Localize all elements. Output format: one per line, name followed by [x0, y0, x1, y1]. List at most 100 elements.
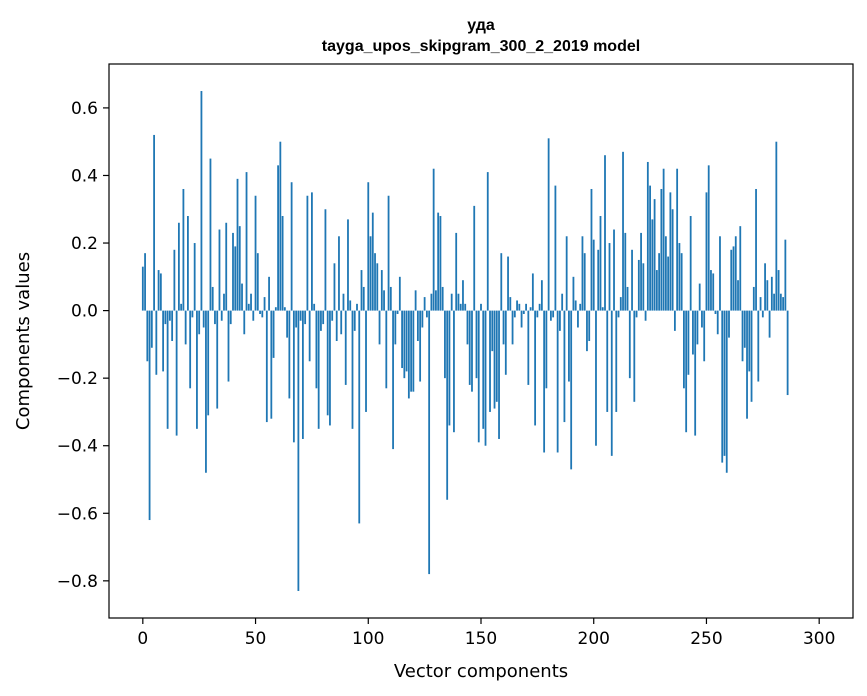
bar-component-52 [259, 310, 261, 314]
bar-component-222 [642, 263, 645, 311]
bar-component-213 [622, 151, 624, 311]
bar-component-229 [658, 253, 661, 311]
bar-component-62 [281, 216, 284, 311]
bar-component-57 [270, 310, 273, 419]
bar-component-63 [283, 307, 286, 311]
bar-component-42 [236, 178, 239, 311]
bar-component-149 [477, 310, 480, 443]
bar-component-11 [166, 310, 169, 429]
bar-component-175 [536, 310, 539, 318]
bar-component-6 [155, 310, 158, 375]
bar-component-242 [687, 310, 690, 375]
x-tick-label: 100 [352, 629, 384, 649]
bar-component-80 [322, 310, 325, 325]
bar-component-39 [229, 310, 232, 325]
bar-component-54 [263, 297, 266, 311]
bar-series [141, 91, 789, 591]
bar-component-2 [146, 310, 149, 362]
bar-component-248 [701, 310, 703, 328]
bar-component-194 [579, 303, 582, 311]
bar-component-19 [184, 310, 187, 345]
bar-component-261 [730, 249, 733, 311]
bar-component-163 [509, 297, 512, 311]
bar-component-58 [272, 310, 275, 358]
bar-component-189 [568, 310, 570, 382]
bar-component-128 [430, 293, 433, 311]
bar-component-216 [628, 310, 631, 379]
bar-component-269 [748, 310, 751, 372]
bar-component-219 [635, 310, 638, 318]
bar-component-224 [646, 161, 649, 311]
bar-component-5 [153, 134, 155, 311]
bar-component-25 [198, 310, 201, 335]
bar-component-104 [376, 263, 379, 311]
bar-component-234 [669, 192, 672, 311]
bar-component-228 [655, 270, 658, 311]
bar-component-53 [261, 310, 264, 318]
bar-component-50 [254, 195, 257, 311]
bar-component-98 [362, 286, 365, 311]
bar-component-14 [173, 249, 176, 311]
y-tick-label: −0.2 [57, 369, 98, 389]
bar-component-177 [540, 280, 543, 311]
bar-component-124 [421, 310, 424, 328]
bar-component-174 [534, 310, 537, 426]
bar-component-182 [552, 310, 555, 318]
bar-component-225 [649, 185, 651, 311]
bar-component-3 [148, 310, 151, 521]
bar-component-181 [549, 310, 552, 321]
bar-component-268 [746, 310, 748, 419]
bar-component-150 [480, 303, 482, 311]
bar-component-47 [247, 303, 250, 311]
bar-component-40 [232, 232, 234, 311]
bar-component-259 [725, 310, 728, 473]
bar-component-286 [786, 310, 789, 396]
bar-component-90 [344, 310, 347, 385]
bar-component-20 [187, 216, 189, 311]
bar-component-38 [227, 310, 230, 382]
bar-component-138 [453, 310, 455, 433]
y-tick-label: 0.2 [71, 234, 98, 254]
y-axis-label: Components values [13, 252, 34, 430]
bar-component-165 [513, 310, 516, 318]
bar-component-123 [419, 310, 422, 382]
bar-component-44 [241, 283, 243, 311]
y-tick-label: −0.8 [57, 572, 98, 592]
bar-component-92 [349, 300, 352, 311]
bar-component-70 [299, 310, 302, 321]
bar-component-94 [353, 310, 356, 331]
bar-component-151 [482, 310, 485, 429]
bar-component-201 [595, 310, 597, 446]
bar-component-264 [737, 280, 739, 311]
bar-component-285 [784, 239, 787, 311]
bar-component-169 [522, 310, 525, 314]
x-tick-label: 0 [137, 629, 148, 649]
bar-component-211 [617, 310, 620, 318]
bar-component-22 [191, 310, 194, 318]
bar-component-148 [475, 310, 478, 379]
bar-component-23 [193, 243, 196, 311]
bar-component-34 [218, 229, 221, 311]
x-tick-label: 300 [803, 629, 835, 649]
bar-component-71 [301, 310, 304, 439]
bar-component-140 [457, 293, 460, 311]
x-axis-label: Vector components [394, 661, 568, 682]
y-tick-label: 0.4 [71, 166, 98, 186]
bar-component-27 [202, 310, 205, 328]
x-tick-label: 200 [578, 629, 610, 649]
bar-component-153 [486, 172, 489, 311]
bar-component-97 [360, 270, 363, 311]
bar-component-28 [205, 310, 207, 473]
bar-component-195 [581, 236, 584, 311]
bar-component-202 [597, 249, 600, 311]
bar-component-132 [439, 216, 442, 311]
bar-component-284 [782, 297, 785, 311]
bar-component-59 [274, 307, 277, 311]
bar-component-157 [495, 310, 498, 402]
bar-component-192 [574, 300, 577, 311]
x-tick-label: 150 [465, 629, 497, 649]
bar-component-270 [750, 310, 753, 402]
bar-component-105 [378, 310, 381, 345]
bar-component-235 [671, 209, 674, 311]
bar-component-186 [561, 293, 564, 311]
